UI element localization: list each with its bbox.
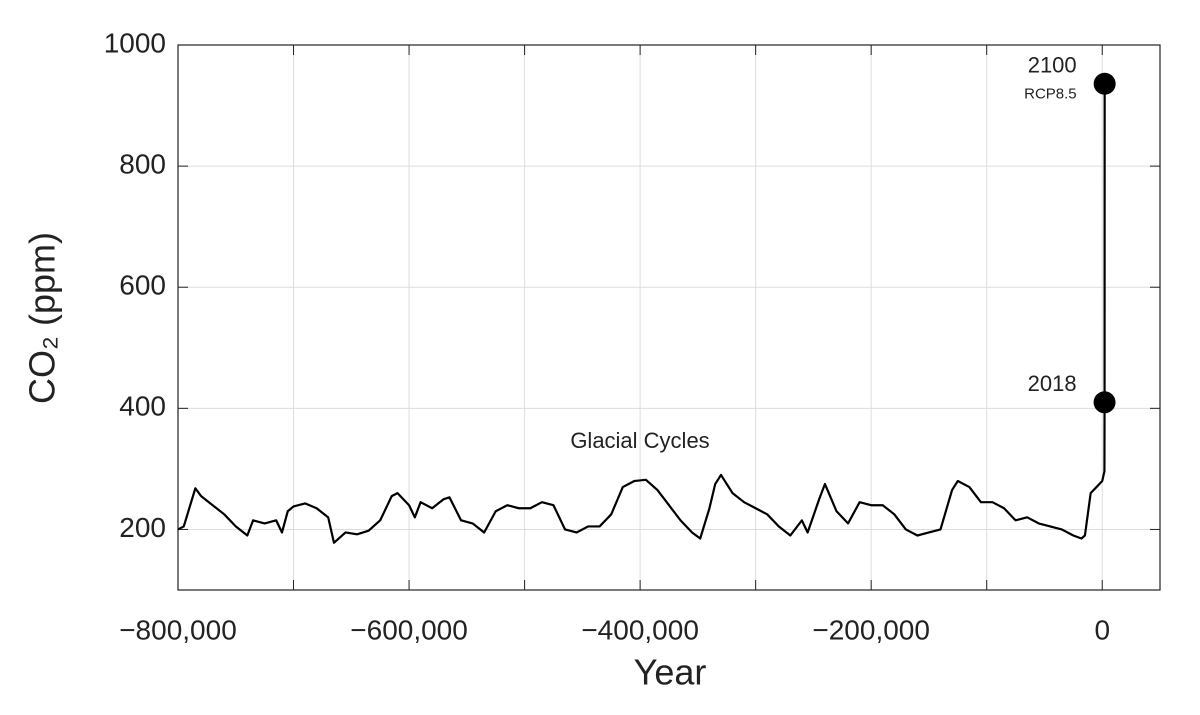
marker-label: 2018: [1028, 371, 1077, 396]
marker: [1093, 72, 1116, 95]
y-tick-label: 200: [119, 512, 166, 543]
x-tick-label: 0: [1094, 614, 1110, 645]
marker: [1093, 391, 1116, 414]
data-line: [177, 83, 1106, 544]
y-tick-label: 800: [119, 149, 166, 180]
marker-label: 2100: [1028, 53, 1077, 78]
x-tick-label: −400,000: [581, 614, 699, 645]
y-axis-title: CO₂ (ppm): [22, 232, 63, 404]
y-tick-label: 400: [119, 391, 166, 422]
x-tick-label: −600,000: [350, 614, 468, 645]
plot-frame: [177, 44, 1161, 591]
x-axis-title: Year: [634, 652, 707, 693]
x-tick-label: −200,000: [812, 614, 930, 645]
y-tick-label: 1000: [104, 27, 166, 58]
y-tick-label: 600: [119, 270, 166, 301]
scenario-label: RCP8.5: [1024, 86, 1077, 103]
x-tick-label: −800,000: [119, 614, 237, 645]
